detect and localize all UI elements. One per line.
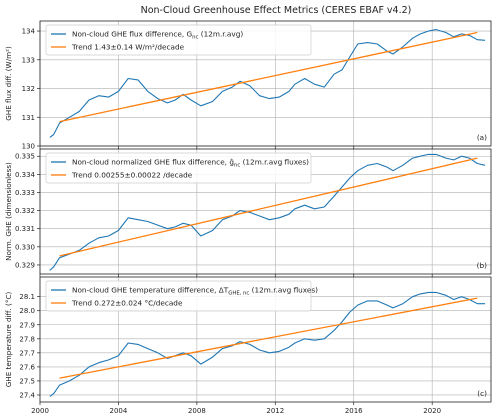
x-tick-label: 2016 [345,407,363,415]
panel-label: (a) [477,133,487,142]
trend-line [59,297,478,379]
plot-frame [39,20,492,147]
data-series-line [49,291,486,397]
y-tick-label: 133 [22,56,35,64]
y-tick-label: 28.0 [19,307,35,315]
x-tick-label: 2000 [31,407,49,415]
y-tick-label: 27.5 [19,377,35,385]
figure-title: Non-Cloud Greenhouse Effect Metrics (CER… [141,5,412,16]
legend-subscript: nc [234,163,240,169]
panel-label: (c) [477,389,487,398]
x-tick-label: 2012 [266,407,284,415]
y-tick-label: 132 [22,85,35,93]
panel-b: 0.329 0.330 0.331 0.332 0.333 0.334 0.335Norm.… [4,148,492,277]
legend-subscript: GHE, nc [228,291,249,297]
legend-suffix: (12m.r.avg fluxes) [249,286,318,295]
y-tick-label: 27.9 [19,321,35,329]
legend-name: Non-cloud normalized GHE flux difference… [72,158,234,167]
legend-box [45,24,312,56]
data-series-line [49,153,486,271]
legend-name: Trend 0.00255±0.00022 /decade [71,171,193,180]
legend-label-trend: Trend 0.00255±0.00022 /decade [71,171,193,180]
x-tick-label: 2020 [423,407,441,415]
trend-line [59,157,478,257]
y-tick-label: 0.330 [15,243,35,251]
plot-frame [39,148,492,275]
legend-name: Non-cloud GHE flux difference, G [72,30,192,39]
legend-name: Trend 1.43±0.14 W/m²/decade [71,43,185,52]
legend-label-trend: Trend 1.43±0.14 W/m²/decade [71,43,185,52]
y-tick-label: 0.331 [15,225,35,233]
x-tick-label: 2008 [188,407,206,415]
legend-box [45,280,312,312]
y-tick-label: 27.7 [19,349,35,357]
panel-c: 2000 2004 2008 2012 2016 2020 27.4 27.5 27.6 27.7… [4,276,492,415]
legend-label-series: Non-cloud GHE flux difference, Gnc (12m.… [72,30,243,41]
y-tick-label: 0.329 [15,261,35,269]
y-tick-label: 130 [22,143,35,151]
x-tick-label: 2004 [110,407,128,415]
y-tick-label: 27.4 [19,391,35,399]
y-tick-label: 0.332 [15,207,35,215]
panel-label: (b) [477,261,487,270]
panel-a: 130 131 132 133 134 GHE flux diff. (W/m²) Non-… [4,20,492,151]
y-axis-label: GHE flux diff. (W/m²) [4,46,13,121]
legend-label-trend: Trend 0.272±0.024 °C/decade [71,299,183,308]
plot-frame [39,276,492,403]
data-series-line [49,29,486,138]
y-axis-label: Norm. GHE (dimensionless) [4,162,13,261]
legend-label-series: Non-cloud GHE temperature difference, ΔT… [72,286,318,297]
y-tick-label: 0.335 [15,153,35,161]
y-tick-label: 27.6 [19,363,35,371]
legend-name: Trend 0.272±0.024 °C/decade [71,299,183,308]
legend-subscript: nc [192,35,198,41]
y-tick-label: 0.333 [15,189,35,197]
y-tick-label: 28.1 [19,293,35,301]
y-tick-label: 27.8 [19,335,35,343]
legend-name: Non-cloud GHE temperature difference, ΔT [72,286,229,295]
y-axis-label: GHE temperature diff. (°C) [4,292,13,388]
legend-suffix: (12m.r.avg) [198,30,243,39]
y-tick-label: 131 [22,114,35,122]
y-tick-label: 134 [22,28,36,36]
legend-box [45,152,312,184]
trend-line [59,31,478,123]
y-tick-label: 0.334 [15,171,36,179]
legend-suffix: (12m.r.avg fluxes) [240,158,309,167]
legend-label-series: Non-cloud normalized GHE flux difference… [72,158,309,169]
